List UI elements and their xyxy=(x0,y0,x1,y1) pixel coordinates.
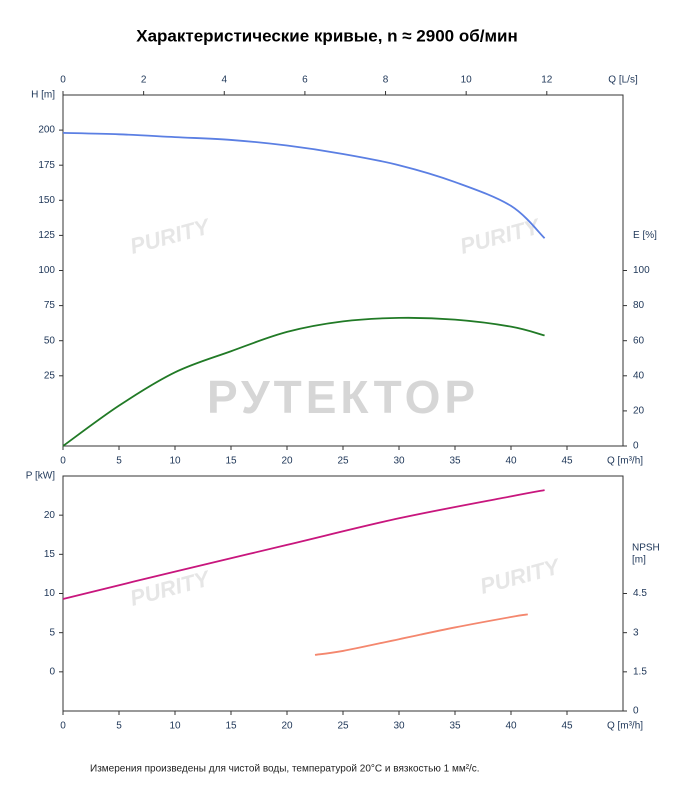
y-axis-label: P [kW] xyxy=(26,471,55,482)
x2-tick-label: 2 xyxy=(141,75,147,86)
watermark-logo: PURITY xyxy=(127,213,214,259)
y-tick-label: 25 xyxy=(44,370,56,381)
x-tick-label: 40 xyxy=(505,456,517,467)
x-tick-label: 20 xyxy=(281,721,293,732)
x-axis-label: Q [m³/h] xyxy=(607,721,643,732)
x-axis-label: Q [m³/h] xyxy=(607,456,643,467)
y-tick-label: 150 xyxy=(38,195,55,206)
y2-tick-label: 100 xyxy=(633,265,650,276)
watermark-logo: PURITY xyxy=(457,213,544,259)
y-tick-label: 175 xyxy=(38,160,55,171)
y-tick-label: 10 xyxy=(44,588,56,599)
y2-tick-label: 4.5 xyxy=(633,588,647,599)
x-tick-label: 40 xyxy=(505,721,517,732)
x-tick-label: 45 xyxy=(561,456,573,467)
x-tick-label: 30 xyxy=(393,456,405,467)
y-axis-label: H [m] xyxy=(31,90,55,101)
y2-tick-label: 0 xyxy=(633,706,639,717)
x2-axis-label: Q [L/s] xyxy=(608,75,638,86)
x2-tick-label: 6 xyxy=(302,75,308,86)
x-tick-label: 0 xyxy=(60,456,66,467)
y-tick-label: 15 xyxy=(44,549,56,560)
y2-tick-label: 1.5 xyxy=(633,666,647,677)
y-tick-label: 5 xyxy=(49,627,55,638)
y2-axis-label: [m] xyxy=(632,555,646,566)
watermark: РУТЕКТОР xyxy=(207,371,479,423)
y2-tick-label: 80 xyxy=(633,300,645,311)
curve xyxy=(314,613,528,656)
y2-tick-label: 40 xyxy=(633,370,645,381)
x-tick-label: 35 xyxy=(449,456,461,467)
x-tick-label: 15 xyxy=(225,721,237,732)
x-tick-label: 25 xyxy=(337,721,349,732)
x2-tick-label: 4 xyxy=(221,75,227,86)
x-tick-label: 45 xyxy=(561,721,573,732)
y-tick-label: 75 xyxy=(44,300,56,311)
y2-tick-label: 60 xyxy=(633,335,645,346)
footnote: Измерения произведены для чистой воды, т… xyxy=(90,764,480,775)
x-tick-label: 10 xyxy=(169,456,181,467)
y2-tick-label: 20 xyxy=(633,406,645,417)
y-tick-label: 0 xyxy=(49,666,55,677)
curve xyxy=(62,132,546,239)
y-tick-label: 125 xyxy=(38,230,55,241)
x2-tick-label: 12 xyxy=(541,75,553,86)
y2-axis-label: NPSH xyxy=(632,543,660,554)
x-tick-label: 25 xyxy=(337,456,349,467)
y2-tick-label: 0 xyxy=(633,441,639,452)
y2-axis-label: E [%] xyxy=(633,230,657,241)
x-tick-label: 35 xyxy=(449,721,461,732)
y-tick-label: 20 xyxy=(44,510,56,521)
y2-tick-label: 3 xyxy=(633,627,639,638)
x-tick-label: 0 xyxy=(60,721,66,732)
x-tick-label: 15 xyxy=(225,456,237,467)
x2-tick-label: 10 xyxy=(461,75,473,86)
y-tick-label: 50 xyxy=(44,335,56,346)
x-tick-label: 5 xyxy=(116,456,122,467)
curve xyxy=(62,489,545,600)
x-tick-label: 30 xyxy=(393,721,405,732)
x-tick-label: 20 xyxy=(281,456,293,467)
chart-title: Характеристические кривые, n ≈ 2900 об/м… xyxy=(136,26,518,45)
x-tick-label: 5 xyxy=(116,721,122,732)
x2-tick-label: 0 xyxy=(60,75,66,86)
y-tick-label: 200 xyxy=(38,125,55,136)
x2-tick-label: 8 xyxy=(383,75,389,86)
curve xyxy=(62,316,545,447)
watermark-logo: PURITY xyxy=(477,553,564,599)
y-tick-label: 100 xyxy=(38,265,55,276)
x-tick-label: 10 xyxy=(169,721,181,732)
